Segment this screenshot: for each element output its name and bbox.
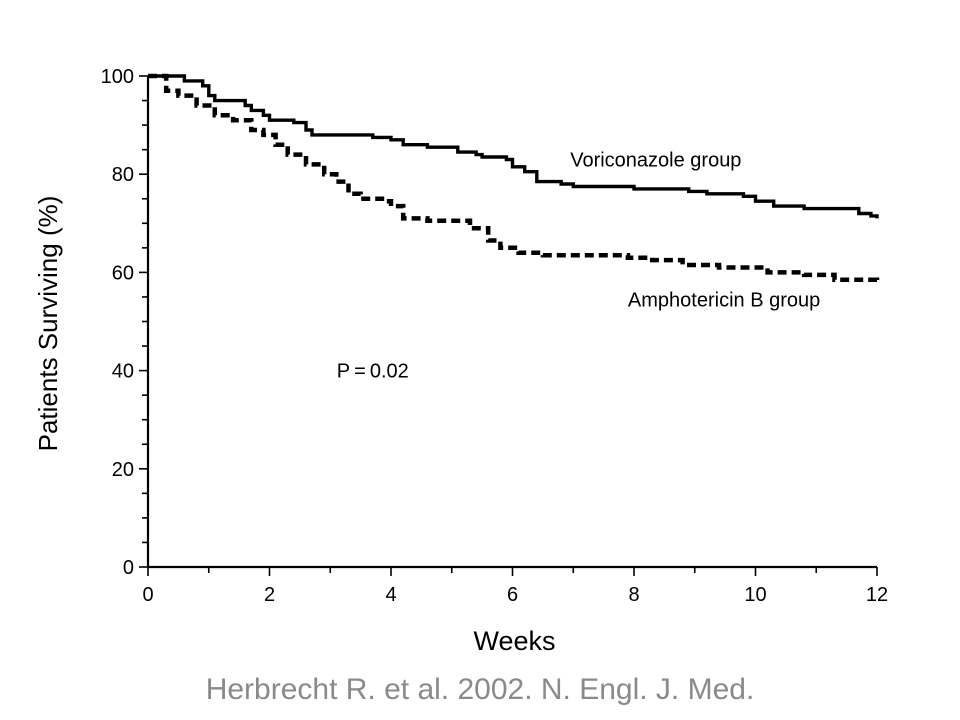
citation-text: Herbrecht R. et al. 2002. N. Engl. J. Me… bbox=[205, 673, 755, 706]
y-tick-label: 20 bbox=[112, 459, 134, 481]
x-axis-title: Weeks bbox=[473, 626, 555, 656]
series-voriconazole-group-line bbox=[148, 74, 879, 219]
x-tick-label: 6 bbox=[507, 584, 518, 606]
y-tick-label: 60 bbox=[112, 262, 134, 284]
y-axis-title: Patients Surviving (%) bbox=[33, 196, 63, 452]
x-tick-label: 10 bbox=[744, 584, 766, 606]
y-tick-label: 40 bbox=[112, 361, 134, 383]
x-tick-label: 12 bbox=[866, 584, 888, 606]
series-label-amphotericin-b-group: Amphotericin B group bbox=[628, 289, 820, 311]
y-tick-label: 80 bbox=[112, 164, 134, 186]
y-tick-label: 0 bbox=[123, 557, 134, 579]
p-value-annotation: P = 0.02 bbox=[337, 361, 409, 383]
labels: Weeks Patients Surviving (%) Voriconazole … bbox=[33, 149, 820, 656]
x-tick-label: 2 bbox=[264, 584, 275, 606]
axes: 0 20 40 60 80 100 0 2 4 6 8 10 12 bbox=[101, 66, 889, 606]
x-tick-label: 0 bbox=[142, 584, 153, 606]
series-layer bbox=[148, 73, 880, 283]
series-label-voriconazole-group: Voriconazole group bbox=[570, 149, 741, 171]
x-tick-label: 4 bbox=[385, 584, 396, 606]
x-tick-label: 8 bbox=[628, 584, 639, 606]
series-amphotericin-b-group-line bbox=[148, 73, 880, 283]
y-tick-label: 100 bbox=[101, 66, 134, 88]
